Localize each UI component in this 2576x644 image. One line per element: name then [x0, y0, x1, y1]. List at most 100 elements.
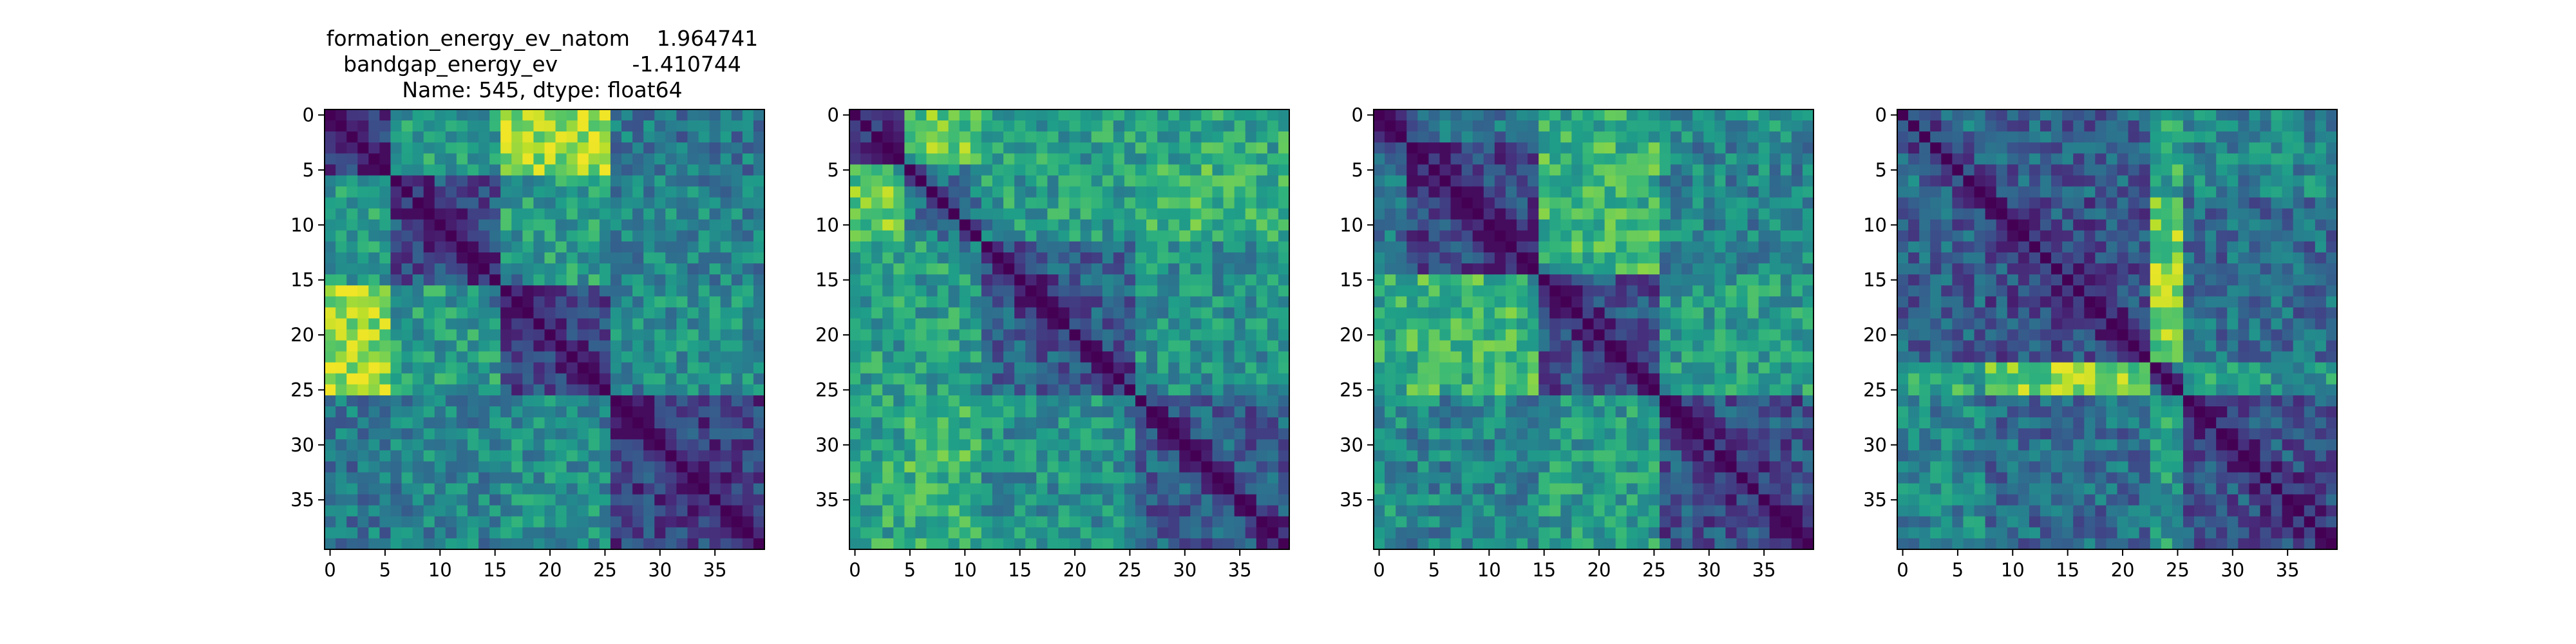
heatmap-cell — [401, 395, 413, 407]
heatmap-cell — [522, 450, 535, 462]
heatmap-cell — [1780, 263, 1792, 275]
heatmap-cell — [1483, 439, 1495, 451]
heatmap-cell — [1714, 252, 1726, 264]
heatmap-cell — [709, 461, 721, 473]
heatmap-cell — [478, 153, 490, 165]
heatmap-cell — [948, 219, 960, 231]
heatmap-cell — [1604, 120, 1616, 132]
heatmap-cell — [665, 241, 677, 253]
heatmap-cell — [1406, 285, 1418, 297]
heatmap-cell — [1593, 516, 1605, 528]
heatmap-cell — [500, 373, 512, 385]
heatmap-cell — [610, 274, 622, 286]
heatmap-cell — [1124, 527, 1136, 539]
heatmap-cell — [467, 516, 479, 528]
heatmap-cell — [915, 428, 927, 440]
heatmap-cell — [1539, 241, 1550, 253]
heatmap-cell — [1256, 483, 1268, 495]
heatmap-cell — [325, 494, 336, 506]
heatmap-cell — [1190, 208, 1202, 220]
x-tick-label: 35 — [1752, 559, 1776, 581]
heatmap-cell — [676, 384, 688, 396]
heatmap-cell — [893, 274, 905, 286]
heatmap-cell — [1124, 384, 1136, 396]
heatmap-cell — [1494, 538, 1506, 550]
heatmap-cell — [1472, 373, 1484, 385]
heatmap-cell — [522, 439, 535, 451]
heatmap-cell — [1223, 241, 1235, 253]
heatmap-cell — [1256, 131, 1268, 143]
heatmap-cell — [676, 296, 688, 308]
heatmap-cell — [1725, 417, 1738, 429]
heatmap-cell — [959, 296, 971, 308]
heatmap-cell — [566, 263, 578, 275]
heatmap-cell — [893, 527, 905, 539]
heatmap-cell — [467, 197, 479, 209]
heatmap-cell — [1439, 252, 1452, 264]
heatmap-cell — [1692, 362, 1704, 374]
heatmap-cell — [632, 219, 644, 231]
heatmap-cell — [1113, 351, 1125, 363]
heatmap-cell — [860, 516, 872, 528]
heatmap-cell — [970, 274, 982, 286]
heatmap-cell — [599, 527, 611, 539]
heatmap-cell — [742, 175, 754, 187]
heatmap-cell — [1516, 219, 1528, 231]
heatmap-cell — [1223, 384, 1235, 396]
heatmap-cell — [1113, 274, 1125, 286]
heatmap-cell — [1725, 153, 1738, 165]
heatmap-cell — [1025, 120, 1037, 132]
heatmap-cell — [412, 230, 424, 242]
heatmap-cell — [1483, 252, 1495, 264]
heatmap-cell — [379, 373, 392, 385]
heatmap-cell — [632, 527, 644, 539]
heatmap-cell — [1428, 274, 1441, 286]
heatmap-cell — [401, 461, 413, 473]
heatmap-cell — [654, 351, 666, 363]
heatmap-cell — [1747, 109, 1759, 121]
heatmap-cell — [698, 307, 710, 319]
heatmap-cell — [937, 241, 949, 253]
heatmap-cell — [1168, 428, 1180, 440]
heatmap-cell — [1780, 340, 1792, 352]
heatmap-cell — [1681, 527, 1693, 539]
heatmap-cell — [500, 472, 512, 484]
heatmap-cell — [1396, 461, 1407, 473]
heatmap-cell — [904, 318, 916, 330]
heatmap-cell — [500, 362, 512, 374]
heatmap-cell — [915, 538, 927, 550]
heatmap-cell — [1516, 208, 1528, 220]
heatmap-cell — [1113, 373, 1125, 385]
heatmap-cell — [1648, 494, 1660, 506]
heatmap-cell — [1047, 120, 1059, 132]
heatmap-cell — [992, 219, 1004, 231]
heatmap-cell — [1791, 461, 1803, 473]
heatmap-cell — [1725, 340, 1738, 352]
heatmap-cell — [599, 307, 611, 319]
heatmap-cell — [698, 164, 710, 176]
heatmap-cell — [1736, 505, 1748, 517]
heatmap-cell — [915, 109, 927, 121]
heatmap-cell — [379, 505, 392, 517]
heatmap-cell — [610, 450, 622, 462]
heatmap-cell — [687, 175, 699, 187]
heatmap-cell — [577, 307, 589, 319]
heatmap-cell — [1157, 131, 1169, 143]
figure-title: formation_energy_ev_natom 1.964741 bandg… — [320, 26, 764, 103]
heatmap-cell — [731, 164, 743, 176]
heatmap-cell — [1571, 230, 1584, 242]
heatmap-cell — [1396, 131, 1407, 143]
heatmap-cell — [1069, 505, 1081, 517]
heatmap-cell — [1091, 296, 1103, 308]
heatmap-cell — [1560, 461, 1572, 473]
heatmap-cell — [1659, 373, 1671, 385]
heatmap-cell — [871, 263, 883, 275]
heatmap-cell — [1791, 527, 1803, 539]
heatmap-cell — [412, 296, 424, 308]
heatmap-cell — [860, 164, 872, 176]
heatmap-cell — [893, 461, 905, 473]
heatmap-cell — [1505, 208, 1517, 220]
heatmap-cell — [2018, 120, 2030, 132]
heatmap-cell — [2106, 109, 2118, 121]
heatmap-cell — [489, 494, 501, 506]
